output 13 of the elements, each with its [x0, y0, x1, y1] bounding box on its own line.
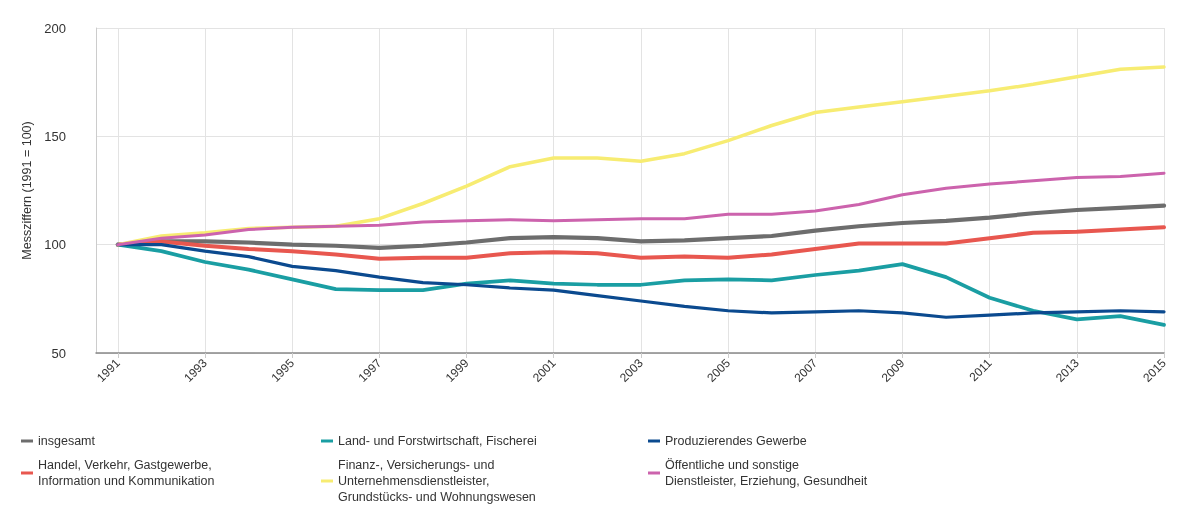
- y-tick-label: 50: [51, 345, 66, 361]
- line-series: [116, 171, 1166, 247]
- legend-label: insgesamt: [38, 434, 96, 448]
- legend-label: Produzierendes Gewerbe: [665, 434, 807, 448]
- y-axis-title: Messziffern (1991 = 100): [19, 121, 34, 260]
- legend-label: Land- und Forstwirtschaft, Fischerei: [338, 434, 537, 448]
- line-series: [115, 203, 1167, 251]
- y-tick-label: 200: [44, 20, 66, 36]
- y-tick-label: 100: [44, 237, 66, 253]
- legend-label: Handel, Verkehr, Gastgewerbe, Information und Kommunikation: [38, 458, 215, 488]
- legend-label: Öffentliche und sonstige Dienstleister, Erziehung, Gesundheit: [665, 458, 868, 488]
- legend-label: Finanz-, Versicherungs- und Unternehmensdienstleister, Grundstücks- und Wohnungswesen: [338, 458, 536, 504]
- y-tick-label: 150: [44, 128, 66, 144]
